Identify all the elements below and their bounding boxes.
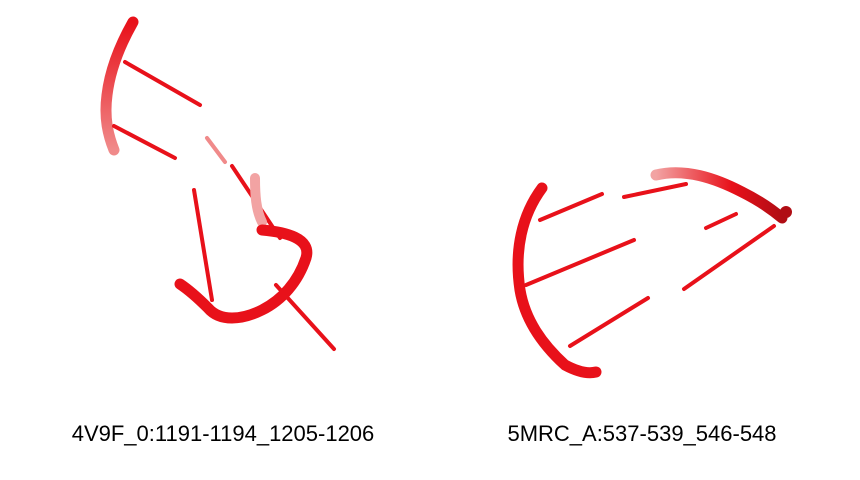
structure-caption: 5MRC_A:537-539_546-548 [507,421,777,446]
rna-structure-render-left [100,16,336,351]
base-pair-rung [704,212,738,230]
structure-caption: 4V9F_0:1191-1194_1205-1206 [71,421,375,446]
backbone-segment [250,173,267,227]
backbone-end [780,206,792,218]
base-pair-rung [622,182,688,199]
base-pair-rung [538,192,604,222]
base-pair-rung [112,124,177,160]
base-pair-rung [205,136,227,164]
backbone-segment [174,224,313,324]
backbone-segment [100,16,139,156]
base-pair-rung [682,224,776,291]
base-pair-rung [123,60,202,107]
base-pair-rung [568,296,650,348]
backbone-segment [512,182,602,379]
base-pair-rung [192,188,214,302]
base-pair-rung [524,238,636,287]
rna-structure-render-right [512,167,792,379]
backbone-segment [650,167,788,224]
structure-panel-right: 5MRC_A:537-539_546-548 [430,0,860,480]
structure-panel-left: 4V9F_0:1191-1194_1205-1206 [72,16,374,446]
base-pair-rung [274,283,336,351]
